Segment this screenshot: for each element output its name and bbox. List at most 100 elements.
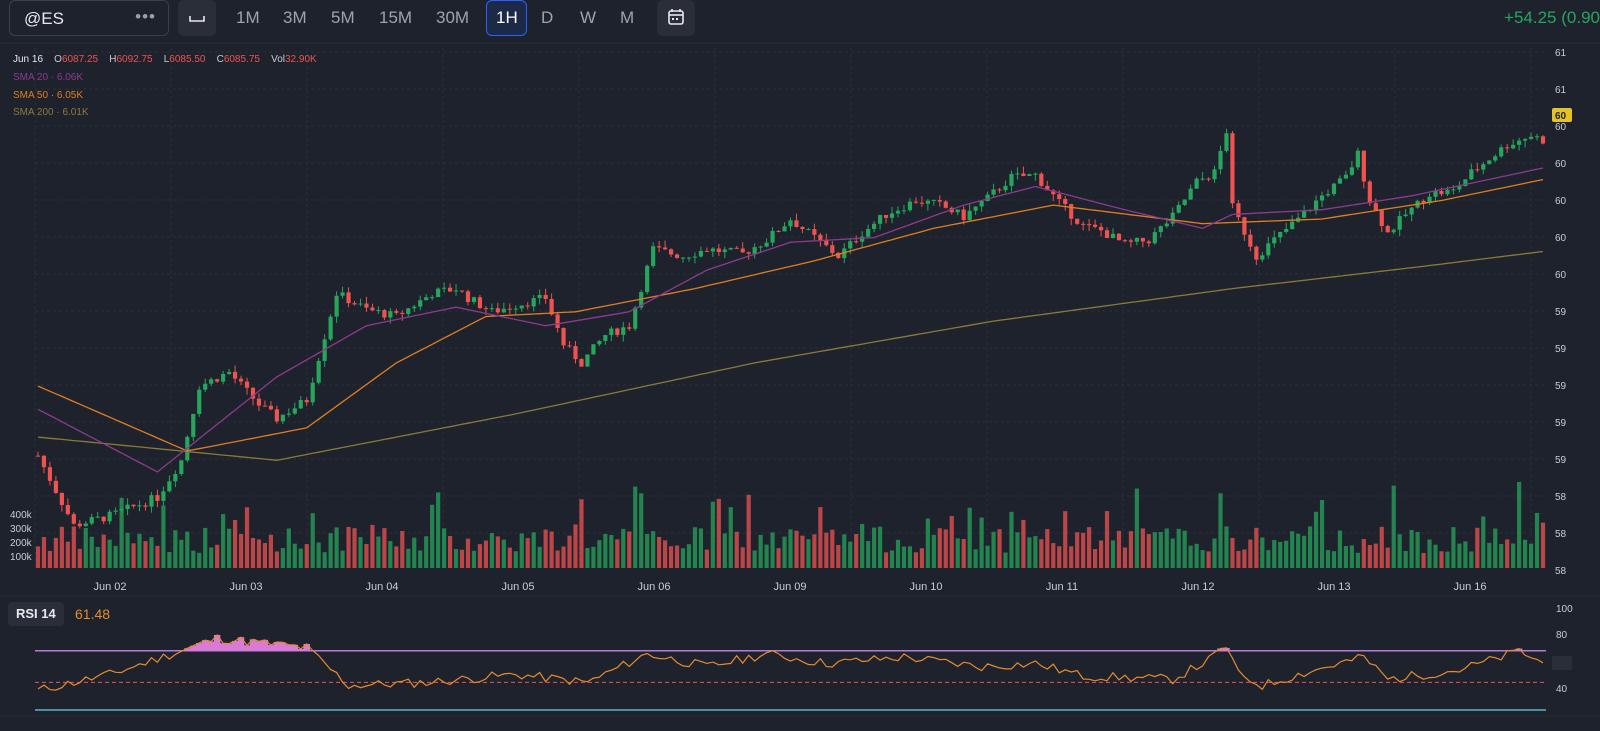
timeframe-m[interactable]: M	[620, 8, 635, 27]
candle-body	[1033, 173, 1038, 175]
volume-bar	[734, 531, 739, 568]
volume-bar	[1427, 539, 1432, 568]
candle-body	[65, 505, 70, 515]
volume-bar	[167, 551, 172, 568]
volume-bar	[1116, 530, 1122, 568]
volume-bar	[1021, 519, 1026, 568]
volume-bar	[1451, 527, 1456, 568]
candle-body	[872, 223, 877, 230]
candle-body	[704, 250, 709, 252]
candle-body	[633, 307, 638, 329]
rsi-indicator-pill[interactable]: RSI 14	[8, 602, 64, 626]
timeframe-3m[interactable]: 3M	[283, 8, 307, 27]
volume-bar	[215, 544, 220, 568]
candle-body	[931, 200, 936, 202]
volume-bar	[836, 544, 841, 568]
volume-bar	[782, 536, 787, 568]
volume-bar	[346, 526, 351, 568]
candle-body	[1140, 237, 1145, 242]
volume-bar	[125, 532, 130, 568]
legend-low: 6085.50	[169, 54, 206, 65]
volume-bar	[633, 486, 638, 568]
volume-bar	[376, 536, 381, 568]
volume-bar	[1128, 531, 1134, 568]
candle-body	[232, 371, 238, 379]
volume-bar	[1278, 541, 1283, 568]
timeframe-15m[interactable]: 15M	[379, 8, 413, 27]
candle-body	[1409, 207, 1414, 215]
candle-body	[895, 210, 901, 214]
volume-bar	[173, 530, 178, 568]
volume-bar	[913, 552, 919, 568]
time-axis-label: Jun 10	[909, 581, 942, 593]
bar-style-button[interactable]	[178, 0, 216, 36]
candle-body	[1397, 216, 1402, 230]
candle-body	[1457, 186, 1462, 190]
volume-bar	[447, 535, 453, 568]
volume-bar	[370, 524, 375, 568]
candle-body	[1254, 246, 1259, 260]
candle-body	[77, 523, 82, 527]
volume-bar	[483, 540, 489, 568]
timeframe-1m[interactable]: 1M	[236, 8, 260, 27]
candle-body	[1451, 189, 1456, 191]
volume-bar	[430, 504, 435, 568]
volume-bar	[651, 531, 656, 568]
calendar-icon	[668, 9, 684, 25]
volume-bar	[1092, 549, 1098, 568]
candle-body	[1319, 195, 1325, 201]
date-range-button[interactable]	[657, 0, 695, 36]
candle-body	[1284, 229, 1289, 232]
timeframe-30m[interactable]: 30M	[436, 8, 470, 27]
volume-bar	[424, 536, 429, 568]
candle-body	[1248, 234, 1253, 247]
candle-body	[1116, 233, 1122, 241]
volume-bar	[1415, 531, 1420, 568]
candle-body	[47, 467, 53, 481]
volume-bar	[704, 549, 709, 568]
candle-body	[979, 201, 984, 207]
candle-body	[1063, 198, 1068, 205]
candle-body	[328, 316, 333, 340]
candle-body	[71, 514, 76, 524]
candle-body	[1242, 217, 1247, 235]
candle-body	[734, 247, 739, 249]
volume-axis-tick: 200k	[10, 538, 33, 549]
candle-body	[907, 201, 913, 211]
volume-bar	[131, 543, 136, 568]
candle-body	[627, 327, 632, 329]
timeframe-w[interactable]: W	[580, 8, 597, 27]
price-axis-tick: 59	[1555, 455, 1567, 466]
candle-body	[830, 245, 835, 253]
volume-bar	[877, 526, 883, 568]
volume-bar	[1409, 529, 1414, 568]
timeframe-d[interactable]: D	[541, 8, 554, 27]
timeframe-5m[interactable]: 5M	[331, 8, 355, 27]
price-axis-tick: 58	[1555, 566, 1567, 577]
volume-bar	[627, 531, 632, 568]
more-icon[interactable]: •••	[135, 7, 156, 26]
candle-body	[1224, 133, 1229, 151]
price-axis-tick: 60	[1555, 233, 1567, 244]
symbol-search[interactable]: @ES •••	[9, 0, 169, 36]
volume-bar	[728, 507, 733, 568]
candle-body	[901, 210, 907, 212]
candle-body	[1200, 178, 1205, 180]
volume-bar	[1087, 527, 1092, 568]
time-axis-label: Jun 06	[637, 581, 670, 593]
volume-bar	[686, 544, 692, 568]
candle-body	[1092, 224, 1098, 227]
volume-bar	[400, 531, 405, 568]
timeframe-1h[interactable]: 1H	[496, 8, 518, 27]
candle-body	[752, 247, 757, 254]
candle-body	[1343, 174, 1349, 179]
candle-body	[1206, 178, 1211, 180]
volume-bar	[292, 543, 297, 568]
volume-bar	[179, 539, 184, 568]
volume-bar	[101, 534, 106, 568]
candle-body	[967, 210, 972, 220]
candle-body	[298, 400, 303, 409]
volume-bar	[698, 528, 704, 568]
volume-bar	[1523, 539, 1528, 568]
